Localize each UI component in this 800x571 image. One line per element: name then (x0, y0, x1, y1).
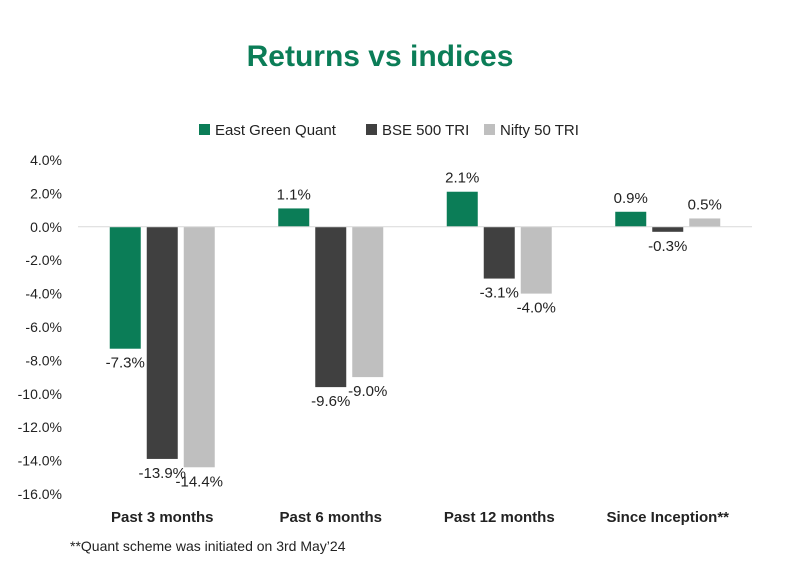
bar (109, 226, 141, 349)
y-tick-label: -2.0% (25, 252, 62, 268)
legend-label: East Green Quant (215, 122, 337, 139)
bar (615, 211, 647, 227)
data-label: 1.1% (277, 186, 311, 203)
x-axis: Past 3 months Past 6 months Past 12 months… (111, 509, 729, 526)
data-label: -14.4% (175, 473, 223, 490)
bar (689, 218, 721, 227)
bars (109, 191, 721, 468)
bar (446, 191, 478, 227)
legend: East Green Quant BSE 500 TRI Nifty 50 TRI (199, 122, 579, 139)
bar (315, 226, 347, 388)
legend-label: BSE 500 TRI (382, 122, 469, 139)
bar (278, 208, 310, 227)
y-tick-label: -6.0% (25, 319, 62, 335)
data-label: -4.0% (517, 300, 556, 317)
bar (183, 226, 215, 468)
bar (652, 226, 684, 232)
bar (520, 226, 552, 294)
data-label: 0.9% (614, 190, 648, 207)
data-label: 0.5% (688, 196, 722, 213)
bar (146, 226, 178, 459)
y-tick-label: -12.0% (18, 419, 62, 435)
y-tick-label: -4.0% (25, 286, 62, 302)
y-tick-label: 4.0% (30, 152, 62, 168)
y-tick-label: -14.0% (18, 453, 62, 469)
legend-swatch (484, 124, 495, 135)
data-label: -9.6% (311, 393, 350, 410)
y-tick-label: 2.0% (30, 185, 62, 201)
legend-swatch (366, 124, 377, 135)
data-label: -13.9% (138, 465, 186, 482)
y-tick-label: 0.0% (30, 219, 62, 235)
data-label: -3.1% (480, 285, 519, 302)
data-label: -9.0% (348, 383, 387, 400)
data-label: -0.3% (648, 238, 687, 255)
footnote: **Quant scheme was initiated on 3rd May’… (70, 538, 346, 554)
x-category-label: Past 6 months (279, 509, 382, 526)
legend-swatch (199, 124, 210, 135)
bar (483, 226, 515, 279)
x-category-label: Past 3 months (111, 509, 214, 526)
bar (352, 226, 384, 378)
y-tick-label: -10.0% (18, 386, 62, 402)
legend-label: Nifty 50 TRI (500, 122, 579, 139)
data-label: 2.1% (445, 170, 479, 187)
data-label: -7.3% (106, 355, 145, 372)
x-category-label: Past 12 months (444, 509, 555, 526)
data-labels: -7.3% -13.9%-14.4% 1.1% -9.6%-9.0% 2.1% -3.1%… (106, 170, 722, 491)
y-axis: 4.0% 2.0% 0.0% -2.0% -4.0% -6.0% -8.0% -10.0% -1… (18, 152, 62, 502)
chart-title: Returns vs indices (247, 40, 514, 73)
y-tick-label: -8.0% (25, 352, 62, 368)
x-category-label: Since Inception** (606, 509, 729, 526)
y-tick-label: -16.0% (18, 486, 62, 502)
